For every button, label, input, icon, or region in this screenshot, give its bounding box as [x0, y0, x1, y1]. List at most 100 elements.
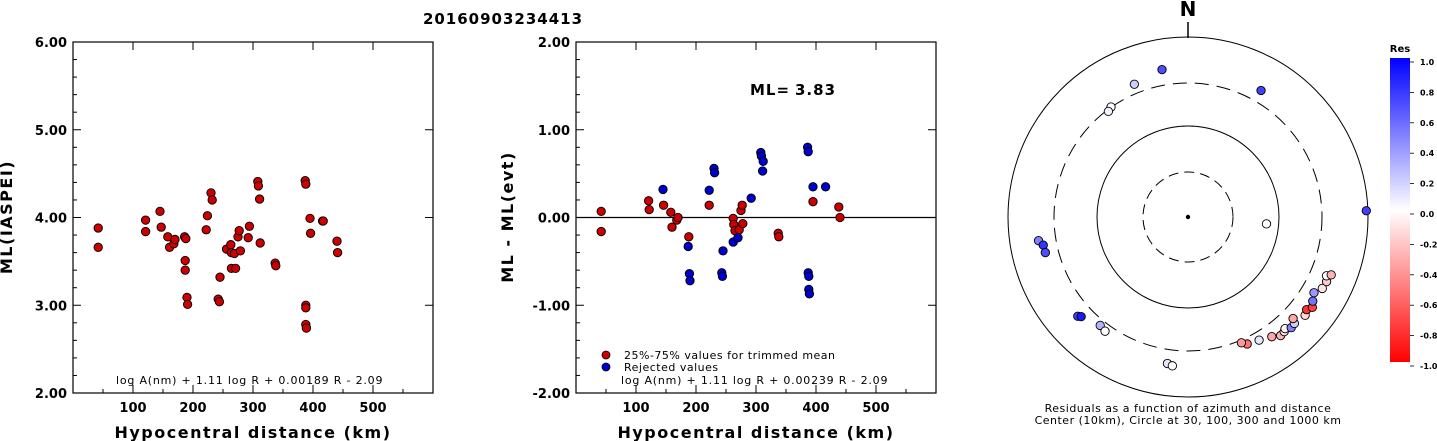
- rejected-point: [717, 271, 728, 281]
- rejected-point: [808, 182, 818, 192]
- station-point: [666, 207, 676, 217]
- rejected-point: [683, 241, 693, 252]
- station-marker: [1254, 335, 1264, 345]
- rejected-point: [746, 193, 756, 203]
- plot2-x-axis-label: Hypocentral distance (km): [617, 423, 894, 441]
- station-marker: [1261, 219, 1272, 229]
- rejected-point: [709, 168, 720, 178]
- y-tick-label: -2.00: [533, 387, 570, 402]
- north-label: N: [1180, 0, 1197, 21]
- plot1-formula: log A(nm) + 1.11 log R + 0.00189 R - 2.0…: [116, 374, 383, 387]
- x-tick-label: 500: [359, 401, 386, 416]
- station-point: [234, 226, 244, 236]
- legend-accepted-label: 25%-75% values for trimmed mean: [624, 349, 836, 362]
- station-point: [214, 297, 225, 307]
- station-point: [737, 200, 747, 210]
- plot1-x-axis-label: Hypocentral distance (km): [114, 423, 391, 441]
- station-point: [253, 181, 264, 191]
- colorbar-title: Res: [1390, 44, 1410, 55]
- plot2-y-axis-label: ML - ML(evt): [498, 151, 517, 283]
- x-tick-label: 200: [179, 401, 206, 416]
- rejected-point: [758, 156, 768, 166]
- station-marker: [1157, 64, 1167, 75]
- station-marker: [1076, 311, 1086, 322]
- rejected-point: [733, 233, 743, 243]
- legend-accepted-marker: [601, 350, 611, 360]
- ml-residual-vs-distance-plot: 100 200 300 400 500 -2.00 -1.00 0.00 1.00 2.00 ML…: [498, 36, 937, 441]
- ring-30km: [1142, 171, 1234, 263]
- station-point: [215, 272, 225, 282]
- rejected-point: [704, 185, 714, 195]
- rejected-point: [804, 271, 814, 281]
- station-point: [301, 323, 312, 333]
- station-point: [643, 196, 654, 206]
- station-marker: [1309, 288, 1319, 298]
- station-point: [332, 236, 342, 246]
- station-marker: [1361, 206, 1371, 216]
- station-point: [834, 202, 844, 212]
- station-point: [305, 213, 315, 224]
- ring-100km: [1096, 125, 1280, 309]
- station-point: [155, 206, 165, 217]
- colorbar-tick-label: 0.6: [1420, 119, 1435, 128]
- colorbar-tick-label: -0.2: [1420, 240, 1437, 249]
- y-tick-label: 0.00: [538, 212, 570, 227]
- station-point: [201, 225, 211, 235]
- station-point: [244, 221, 255, 231]
- colorbar-tick-label: -0.6: [1420, 301, 1437, 310]
- colorbar-tick-label: 0.0: [1420, 210, 1435, 219]
- station-point: [332, 247, 343, 258]
- station-marker: [1103, 106, 1114, 117]
- rejected-point: [804, 289, 815, 299]
- station-point: [93, 223, 103, 233]
- rejected-point: [718, 246, 728, 256]
- rejected-point: [820, 182, 831, 192]
- y-tick-label: 1.00: [538, 124, 570, 139]
- station-point: [207, 195, 217, 205]
- station-point: [774, 232, 784, 242]
- y-tick-label: 2.00: [538, 36, 570, 51]
- colorbar-tick-label: 1.0: [1420, 58, 1435, 67]
- station-point: [301, 303, 311, 313]
- station-marker: [1308, 296, 1318, 306]
- x-tick-label: 500: [862, 401, 889, 416]
- station-point: [738, 218, 748, 229]
- station-point: [93, 242, 103, 252]
- x-tick-label: 400: [299, 401, 326, 416]
- residual-colorbar: Res 1.0 0.8 0.6 0.4 0.2 0.0 -0.2 -0.4 -0.6 -0.8 -1…: [1390, 44, 1437, 371]
- station-marker: [1288, 313, 1298, 324]
- x-tick-label: 200: [682, 401, 709, 416]
- y-tick-label: 2.00: [35, 387, 67, 402]
- ring-300km: [1053, 82, 1323, 352]
- station-point: [596, 206, 606, 217]
- station-point: [835, 212, 845, 223]
- colorbar-tick-label: -0.4: [1420, 271, 1437, 280]
- station-marker: [1129, 79, 1140, 89]
- plot1-frame: [72, 41, 434, 394]
- colorbar-tick-label: 0.2: [1420, 180, 1434, 189]
- figure-title: 20160903234413: [423, 10, 583, 28]
- y-tick-label: 3.00: [35, 299, 67, 314]
- station-point: [140, 215, 151, 225]
- y-tick-label: 4.00: [35, 212, 67, 227]
- ml-label: ML=: [750, 81, 790, 99]
- station-point: [202, 211, 213, 221]
- station-point: [667, 222, 677, 232]
- station-point: [181, 233, 191, 244]
- station-marker: [1256, 85, 1266, 96]
- station-point: [644, 204, 654, 215]
- polar-caption-line1: Residuals as a function of azimuth and d…: [1045, 402, 1332, 415]
- legend-rejected-label: Rejected values: [624, 361, 719, 374]
- colorbar-tick-label: -1.0: [1420, 362, 1437, 371]
- ml-vs-distance-plot: 100 200 300 400 500 2.00 3.00 4.00 5.00 6.00 Hypo…: [0, 36, 434, 441]
- colorbar-tick-label: 0.8: [1420, 88, 1435, 97]
- station-marker: [1267, 332, 1277, 342]
- x-tick-label: 100: [622, 401, 649, 416]
- ml-value: 3.83: [795, 81, 836, 99]
- station-point: [704, 200, 714, 210]
- rejected-point: [658, 184, 668, 195]
- station-point: [596, 226, 606, 237]
- station-point: [170, 234, 180, 245]
- station-point: [318, 216, 328, 226]
